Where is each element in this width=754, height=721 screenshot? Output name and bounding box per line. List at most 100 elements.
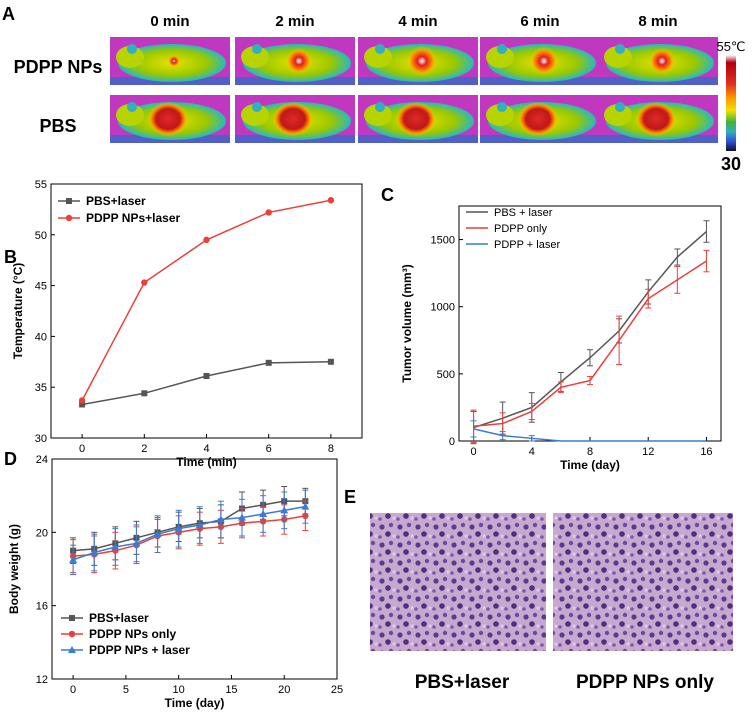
y-tick-label-0: 12 — [36, 674, 48, 686]
panel-e: PBS+laser PDPP NPs only — [370, 513, 733, 693]
mouse-ear — [252, 102, 262, 112]
data-point-4 — [153, 530, 162, 538]
series-line — [73, 515, 306, 557]
series-line — [473, 428, 707, 442]
series-1 — [78, 197, 335, 404]
x-tick-label-5: 25 — [331, 684, 343, 696]
mouse-ear — [375, 44, 385, 54]
mouse-head — [241, 46, 269, 68]
chart-body-weight: 0 5 10 15 20 25 12 16 20 24 Time (day) Body weight … — [7, 454, 343, 710]
series-2 — [69, 489, 310, 575]
tumor-hotspot — [286, 48, 312, 74]
legend-label-1: PDPP NPs+laser — [86, 211, 181, 225]
thermal-image-r1-c1 — [235, 95, 355, 143]
data-point-0 — [69, 555, 78, 563]
x-tick-label-2: 8 — [587, 446, 593, 458]
row-label-0: PDPP NPs — [14, 57, 103, 77]
time-label-1: 2 min — [275, 13, 314, 30]
panel-label-c: C — [381, 185, 394, 205]
data-point-1 — [141, 390, 148, 397]
tumor-hotspot — [649, 48, 675, 74]
legend-label-2: PDPP + laser — [494, 239, 560, 251]
series-line — [81, 361, 331, 406]
data-point-2 — [203, 373, 210, 380]
mouse-head — [604, 46, 632, 68]
series-line — [473, 260, 707, 427]
thermal-image-r0-c1 — [235, 37, 355, 85]
series-line — [72, 505, 306, 561]
tumor-spot — [396, 102, 436, 136]
series-line — [73, 500, 306, 552]
color-scale-max: 55℃ — [716, 39, 745, 54]
x-tick-label-2: 4 — [203, 443, 209, 455]
series-0 — [470, 220, 710, 445]
y-axis-label: Body weight (g) — [7, 524, 21, 614]
y-tick-label-4: 50 — [35, 230, 47, 242]
data-point-4 — [327, 358, 334, 365]
legend-marker-0 — [69, 615, 75, 621]
chart-tumor-volume: 0 4 8 12 16 0 500 1000 1500 Time (day) Tumor volum… — [400, 205, 722, 472]
tumor-spot — [636, 102, 676, 136]
mouse-head — [486, 104, 514, 126]
data-point-9 — [259, 510, 268, 517]
series-1 — [470, 249, 710, 443]
data-point-10 — [280, 506, 289, 514]
x-tick-label-1: 2 — [141, 443, 147, 455]
thermal-image-r1-c2 — [358, 95, 478, 143]
x-axis-label: Time (day) — [165, 696, 225, 710]
panel-label-b: B — [4, 247, 17, 267]
x-tick-label-4: 20 — [278, 684, 290, 696]
caption-pbs-laser: PBS+laser — [415, 672, 510, 693]
data-point-3 — [132, 539, 141, 547]
thermal-image-r0-c2 — [358, 37, 478, 85]
series-2 — [470, 420, 707, 442]
data-point-4 — [327, 197, 335, 204]
panel-label-a: A — [2, 4, 15, 24]
data-point-2 — [111, 543, 120, 550]
panel-a: 0 min 2 min 4 min 6 min 8 min PDPP NPs PBS 55℃ 3… — [14, 13, 746, 174]
y-tick-label-5: 55 — [35, 179, 47, 191]
tumor-spot — [518, 102, 558, 136]
caption-pdpp-nps-only: PDPP NPs only — [576, 672, 714, 693]
legend-label-0: PBS+laser — [89, 611, 149, 625]
data-point-6 — [195, 521, 204, 528]
data-point-8 — [238, 513, 246, 521]
x-tick-label-4: 8 — [328, 443, 334, 455]
legend-marker-2 — [68, 646, 76, 653]
x-tick-label-0: 0 — [470, 446, 476, 458]
mouse-head — [241, 104, 269, 126]
panel-label-d: D — [4, 449, 17, 469]
tumor-hotspot — [407, 46, 437, 76]
thermal-image-r1-c4 — [598, 95, 718, 143]
legend-label-0: PBS + laser — [494, 207, 553, 219]
mouse-ear — [127, 102, 137, 112]
x-tick-label-0: 0 — [79, 443, 85, 455]
y-tick-label-2: 20 — [36, 527, 48, 539]
series-0 — [79, 358, 334, 408]
mouse-head — [604, 104, 632, 126]
x-axis-label: Time (min) — [176, 455, 236, 469]
legend-label-0: PBS+laser — [86, 194, 146, 208]
data-point-1 — [90, 548, 99, 556]
mouse-head — [364, 46, 392, 68]
series-0 — [70, 486, 309, 566]
x-tick-label-3: 6 — [266, 443, 272, 455]
y-tick-label-3: 24 — [36, 454, 48, 466]
panel-label-e: E — [344, 487, 356, 507]
thermal-image-r0-c4 — [598, 37, 718, 85]
x-tick-label-3: 12 — [642, 446, 654, 458]
y-tick-label-2: 1000 — [431, 302, 455, 314]
y-tick-label-2: 40 — [35, 331, 47, 343]
histology-image-pdpp-nps-only — [553, 513, 733, 651]
x-tick-label-0: 0 — [70, 684, 76, 696]
legend-marker-1 — [68, 630, 76, 638]
x-tick-label-3: 15 — [225, 684, 237, 696]
legend-marker-1 — [65, 214, 73, 222]
data-point-0 — [79, 401, 86, 408]
time-label-2: 4 min — [398, 13, 437, 30]
time-label-3: 6 min — [520, 13, 559, 30]
color-scale-bar — [726, 55, 736, 151]
x-axis-label: Time (day) — [560, 458, 620, 472]
